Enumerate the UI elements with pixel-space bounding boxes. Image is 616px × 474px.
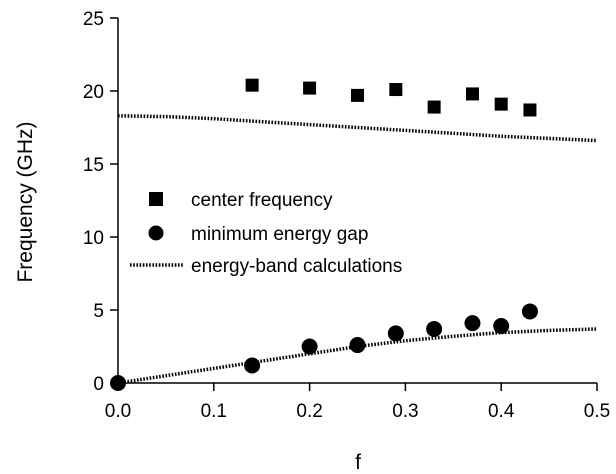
center-frequency-point — [494, 97, 508, 111]
y-tick-label: 0 — [93, 374, 104, 395]
legend-item-energy-band-calculations: energy-band calculations — [130, 256, 402, 277]
center-frequency-point — [523, 103, 537, 117]
y-axis: 0 5 10 15 20 25 — [83, 9, 119, 395]
center-frequency-point — [351, 88, 364, 102]
x-tick-label: 0.3 — [392, 401, 418, 422]
y-axis-label: Frequency (GHz) — [14, 121, 37, 282]
legend-square-marker — [149, 192, 163, 206]
legend-item-minimum-energy-gap: minimum energy gap — [148, 224, 368, 245]
minimum-energy-gap-point — [387, 325, 404, 342]
y-tick-label: 10 — [83, 228, 104, 249]
x-tick-label: 0.1 — [201, 401, 227, 422]
minimum-energy-gap-point — [244, 357, 261, 374]
minimum-energy-gap-series — [110, 303, 538, 391]
center-frequency-point — [427, 100, 441, 114]
x-ticks: 0.0 0.1 0.2 0.3 0.4 0.5 — [105, 383, 610, 422]
y-tick-label: 15 — [83, 155, 104, 176]
center-frequency-point — [303, 81, 317, 95]
center-frequency-point — [389, 83, 403, 97]
y-tick-label: 25 — [83, 9, 104, 30]
x-tick-label: 0.4 — [488, 401, 515, 422]
center-frequency-series — [245, 78, 537, 117]
minimum-energy-gap-point — [521, 303, 538, 320]
x-tick-label: 0.2 — [296, 401, 322, 422]
legend-label-energy-band-calculations: energy-band calculations — [191, 256, 402, 277]
y-ticks: 0 5 10 15 20 25 — [83, 9, 118, 395]
x-tick-label: 0.5 — [584, 401, 610, 422]
center-frequency-point — [245, 78, 259, 92]
minimum-energy-gap-point — [464, 315, 481, 332]
x-axis: 0.0 0.1 0.2 0.3 0.4 0.5 — [105, 382, 610, 422]
legend-circle-marker — [148, 225, 164, 241]
energy-band-upper-curve — [117, 114, 598, 143]
y-tick-label: 5 — [93, 301, 104, 322]
legend-label-center-frequency: center frequency — [191, 190, 333, 211]
energy-band-lower-curve — [117, 327, 598, 385]
minimum-energy-gap-point — [349, 337, 366, 354]
y-tick-label: 20 — [83, 82, 104, 103]
x-axis-label: f — [355, 451, 361, 474]
minimum-energy-gap-point — [493, 318, 510, 335]
center-frequency-point — [465, 87, 479, 101]
minimum-energy-gap-point — [426, 320, 443, 337]
minimum-energy-gap-point — [301, 338, 318, 355]
legend: center frequency minimum energy gap ener… — [130, 190, 402, 277]
x-tick-label: 0.0 — [105, 401, 131, 422]
legend-item-center-frequency: center frequency — [149, 190, 333, 211]
legend-label-minimum-energy-gap: minimum energy gap — [191, 224, 368, 245]
